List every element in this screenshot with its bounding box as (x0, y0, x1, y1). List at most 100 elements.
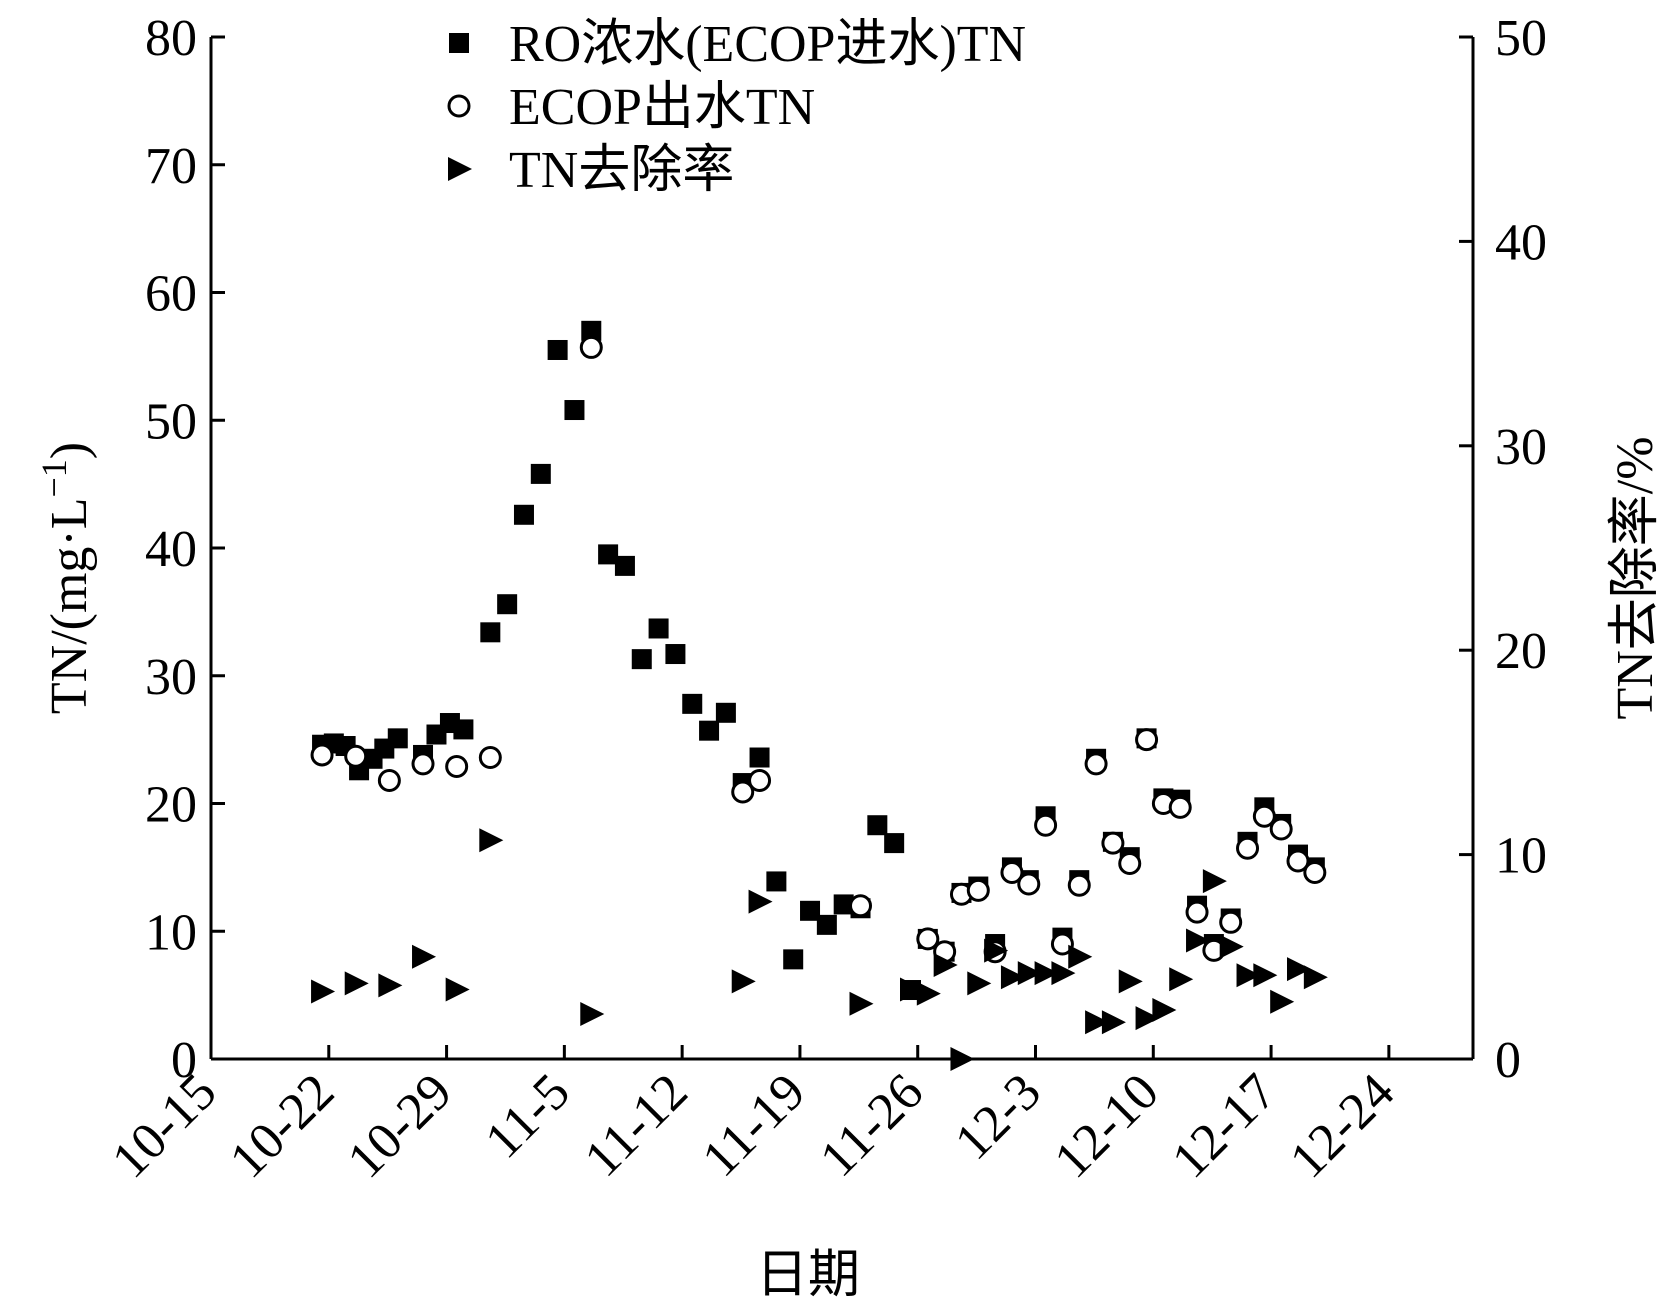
tn-removal-point (1287, 957, 1312, 982)
ro-tn-point (631, 649, 652, 670)
y-right-tick-label: 20 (1495, 623, 1547, 680)
y-left-tick-label: 70 (145, 138, 197, 195)
x-tick-label: 12-17 (1161, 1063, 1287, 1189)
x-tick-label: 10-29 (337, 1063, 463, 1189)
ro-tn-point (564, 400, 585, 421)
y-left-tick-label: 50 (145, 393, 197, 450)
tn-removal-point (580, 1002, 605, 1027)
y-left-tick-label: 80 (145, 10, 197, 67)
ro-tn-point (766, 871, 787, 892)
tn-removal-point (1202, 869, 1227, 894)
x-tick-label: 11-26 (809, 1063, 934, 1188)
tn-removal-point (378, 973, 403, 998)
tn-removal-point (1303, 965, 1328, 990)
legend-label: TN去除率 (509, 142, 734, 199)
y-left-tick-label: 10 (145, 904, 197, 961)
ecop-out-tn-point (731, 780, 755, 804)
ro-tn-point (833, 894, 854, 915)
x-tick-label: 12-24 (1279, 1063, 1405, 1189)
x-axis-title: 日期 (756, 1247, 860, 1304)
ecop-out-tn-point (1101, 831, 1125, 855)
ecop-out-tn-point (1168, 795, 1192, 819)
chart-marks (310, 320, 1328, 1071)
ro-tn-point (614, 555, 635, 576)
ro-tn-point (783, 949, 804, 970)
ecop-out-tn-point (1252, 804, 1276, 828)
series-ecop-out-tn-point (310, 335, 1327, 964)
series-ro-tn-point (312, 320, 1325, 1001)
ecop-out-tn-point (579, 335, 603, 359)
tn-removal-point (311, 979, 336, 1004)
legend-item-ecop-out-tn: ECOP出水TN (447, 79, 815, 136)
ecop-out-tn-point (1303, 860, 1327, 884)
y-right-tick-label: 30 (1495, 419, 1547, 476)
ro-tn-point (867, 815, 888, 836)
ecop-out-tn-point (1034, 813, 1058, 837)
ro-tn-point (387, 728, 408, 749)
ro-tn-point (497, 594, 518, 615)
ecop-out-tn-point (1118, 852, 1142, 876)
ecop-out-tn-point (1185, 900, 1209, 924)
ro-tn-point (884, 833, 905, 854)
ecop-out-tn-point (1084, 752, 1108, 776)
ecop-out-tn-point (748, 769, 772, 793)
y-right-tick-label: 0 (1495, 1032, 1521, 1089)
tn-removal-point (412, 944, 437, 969)
tn-removal-point (933, 952, 958, 977)
tn-removal-point (748, 889, 773, 914)
legend-label: ECOP出水TN (509, 79, 815, 136)
y-right-tick-label: 50 (1495, 10, 1547, 67)
ro-tn-point (682, 693, 703, 714)
ecop-out-tn-point (445, 754, 469, 778)
ro-tn-point (480, 622, 501, 643)
ecop-out-tn-point (344, 744, 368, 768)
y-left-tick-label: 60 (145, 266, 197, 323)
ecop-out-tn-point (966, 878, 990, 902)
x-tick-label: 12-10 (1044, 1063, 1170, 1189)
tn-removal-point (1017, 961, 1042, 986)
tn-removal-point (1152, 997, 1177, 1022)
ecop-out-tn-point (1286, 849, 1310, 873)
tn-removal-point (731, 969, 756, 994)
x-tick-label: 11-19 (692, 1063, 817, 1188)
ecop-out-tn-point (1219, 910, 1243, 934)
legend-item-tn-removal: TN去除率 (448, 142, 734, 199)
y-left-tick-label: 0 (171, 1032, 197, 1089)
tn-removal-point (984, 938, 1009, 963)
tn-removal-point (1219, 934, 1244, 959)
tn-removal-point (1253, 963, 1278, 988)
legend-marker (448, 157, 472, 181)
x-tick-label: 10-15 (101, 1063, 227, 1189)
tn-removal-point (445, 977, 470, 1002)
tn-removal-point (1169, 967, 1194, 992)
ro-tn-point (513, 504, 534, 525)
ro-tn-point (715, 702, 736, 723)
y-left-axis-title: TN/(mg·L−1) (34, 442, 98, 714)
tn-removal-point (950, 1047, 975, 1071)
ro-tn-point (648, 618, 669, 639)
legend: RO浓水(ECOP进水)TN ECOP出水TN TN去除率 (447, 16, 1026, 199)
ro-tn-point (547, 339, 568, 360)
y-left-tick-label: 20 (145, 777, 197, 834)
y-left-tick-label: 30 (145, 649, 197, 706)
tn-removal-point (1101, 1010, 1126, 1035)
ecop-out-tn-point (849, 894, 873, 918)
y-right-axis-title: TN去除率/% (1607, 436, 1664, 719)
ro-tn-point (800, 900, 821, 921)
ecop-out-tn-point (377, 769, 401, 793)
legend-marker (449, 33, 469, 53)
ecop-out-tn-point (478, 746, 502, 770)
ecop-out-tn-point (1017, 872, 1041, 896)
tn-removal-point (479, 828, 504, 853)
x-tick-label: 11-12 (574, 1063, 699, 1188)
series-tn-removal-point (311, 828, 1328, 1071)
x-tick-label: 12-3 (944, 1063, 1052, 1171)
tn-removal-point (1186, 928, 1211, 953)
y-right-tick-label: 40 (1495, 214, 1547, 271)
tn-removal-point (344, 971, 369, 996)
ro-tn-point (530, 463, 551, 484)
ro-tn-point (453, 719, 474, 740)
tn-removal-point (1135, 1006, 1160, 1031)
ro-tn-point (598, 544, 619, 565)
